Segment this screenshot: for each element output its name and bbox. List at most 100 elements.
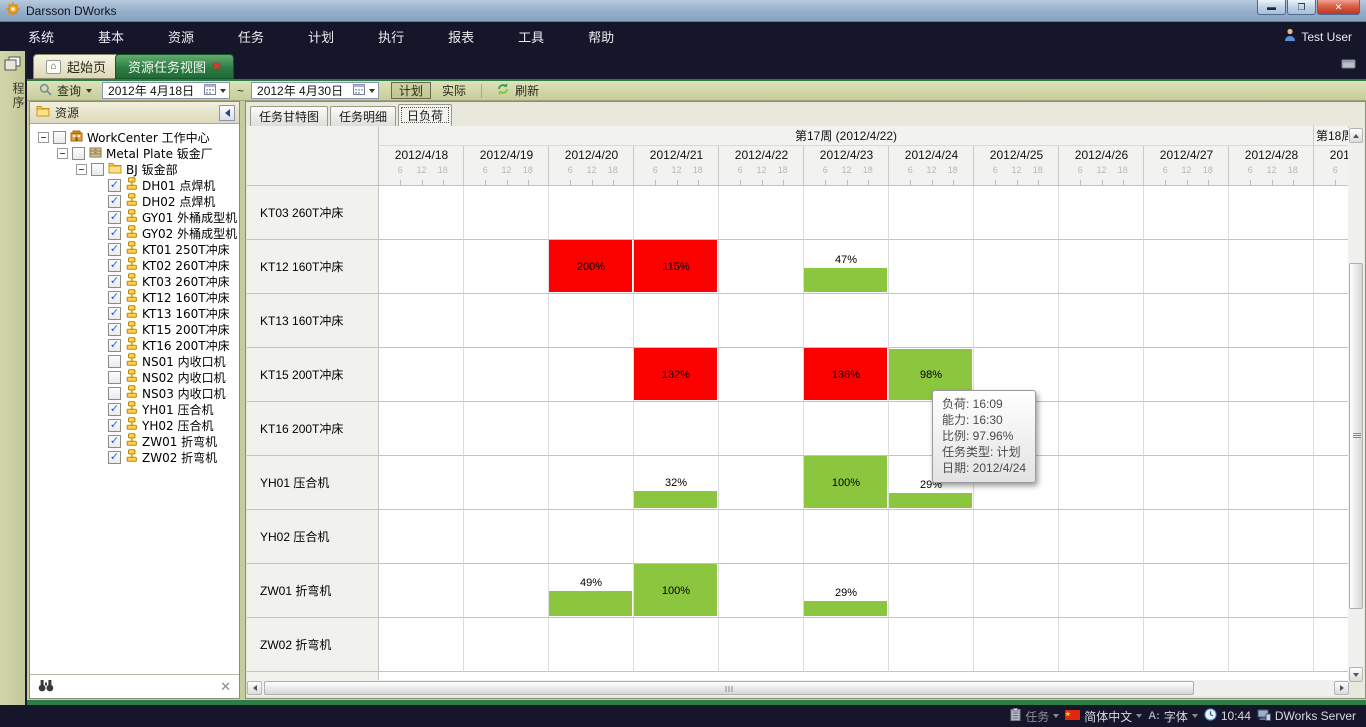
tree-item[interactable]: ✓ YH01 压合机: [30, 401, 239, 417]
load-cell[interactable]: [634, 402, 719, 456]
menu-item-8[interactable]: 工具: [518, 30, 545, 45]
tree-item[interactable]: NS02 内收口机: [30, 369, 239, 385]
checkbox[interactable]: ✓: [108, 178, 121, 192]
load-cell[interactable]: [719, 618, 804, 672]
load-bar[interactable]: [804, 268, 887, 292]
collapse-panel-button[interactable]: [219, 104, 235, 121]
load-cell[interactable]: [1229, 618, 1314, 672]
load-cell[interactable]: [1144, 618, 1229, 672]
load-bar[interactable]: [634, 348, 717, 400]
scroll-left-button[interactable]: [247, 681, 262, 695]
checkbox[interactable]: [108, 386, 121, 400]
load-cell[interactable]: [634, 510, 719, 564]
checkbox[interactable]: [53, 130, 66, 144]
user-box[interactable]: Test User: [1284, 22, 1352, 51]
checkbox[interactable]: ✓: [108, 242, 121, 256]
view-tab-3[interactable]: 日负荷: [398, 104, 453, 126]
close-button[interactable]: ✕: [1317, 0, 1360, 15]
load-cell[interactable]: [974, 618, 1059, 672]
tree-item[interactable]: ✓ KT15 200T冲床: [30, 321, 239, 337]
load-cell[interactable]: [974, 564, 1059, 618]
checkbox[interactable]: ✓: [108, 290, 121, 304]
load-cell[interactable]: [1059, 186, 1144, 240]
status-task-selector[interactable]: 任务: [1010, 708, 1060, 725]
tree-item[interactable]: NS01 内收口机: [30, 353, 239, 369]
status-language-selector[interactable]: 简体中文: [1065, 708, 1143, 725]
load-cell[interactable]: [379, 186, 464, 240]
date-from-picker[interactable]: 2012年 4月18日: [102, 82, 231, 99]
load-cell[interactable]: [1229, 186, 1314, 240]
checkbox[interactable]: ✓: [108, 450, 121, 464]
clear-filter-icon[interactable]: ✕: [220, 678, 231, 694]
load-cell[interactable]: 98%: [889, 348, 974, 402]
load-cell[interactable]: [379, 402, 464, 456]
load-cell[interactable]: [1059, 456, 1144, 510]
menu-item-7[interactable]: 报表: [448, 30, 475, 45]
load-cell[interactable]: [549, 186, 634, 240]
load-cell[interactable]: [1229, 348, 1314, 402]
tree-item[interactable]: ✓ KT13 160T冲床: [30, 305, 239, 321]
load-cell[interactable]: [1144, 240, 1229, 294]
tree-item[interactable]: ✓ ZW02 折弯机: [30, 449, 239, 465]
tree-item[interactable]: ✓ ZW01 折弯机: [30, 433, 239, 449]
load-cell[interactable]: [464, 186, 549, 240]
load-cell[interactable]: [1144, 186, 1229, 240]
tree-item[interactable]: ✓ KT12 160T冲床: [30, 289, 239, 305]
load-cell[interactable]: [974, 186, 1059, 240]
load-cell[interactable]: [549, 456, 634, 510]
checkbox[interactable]: ✓: [108, 258, 121, 272]
load-cell[interactable]: [889, 240, 974, 294]
load-cell[interactable]: [719, 348, 804, 402]
load-cell[interactable]: [889, 510, 974, 564]
load-cell[interactable]: [464, 618, 549, 672]
tree-item[interactable]: ✓ DH02 点焊机: [30, 193, 239, 209]
load-cell[interactable]: [464, 240, 549, 294]
load-cell[interactable]: [804, 618, 889, 672]
tree-item[interactable]: ✓ DH01 点焊机: [30, 177, 239, 193]
load-cell[interactable]: 100%: [804, 456, 889, 510]
load-cell[interactable]: [719, 402, 804, 456]
load-cell[interactable]: [1144, 402, 1229, 456]
load-cell[interactable]: [1144, 564, 1229, 618]
load-cell[interactable]: [889, 564, 974, 618]
tree-item[interactable]: NS03 内收口机: [30, 385, 239, 401]
load-cell[interactable]: [1144, 510, 1229, 564]
load-cell[interactable]: [1314, 564, 1349, 618]
checkbox[interactable]: ✓: [108, 194, 121, 208]
load-cell[interactable]: [1314, 294, 1349, 348]
load-cell[interactable]: [1059, 240, 1144, 294]
load-cell[interactable]: [549, 510, 634, 564]
scroll-up-button[interactable]: [1349, 128, 1363, 143]
load-cell[interactable]: [1229, 294, 1314, 348]
checkbox[interactable]: ✓: [108, 434, 121, 448]
load-bar[interactable]: [634, 491, 717, 508]
load-cell[interactable]: [464, 402, 549, 456]
restore-button[interactable]: ❐: [1287, 0, 1316, 15]
refresh-button[interactable]: 刷新: [490, 82, 545, 100]
scroll-down-button[interactable]: [1349, 667, 1363, 682]
vertical-scrollbar[interactable]: [1348, 128, 1364, 682]
load-cell[interactable]: 136%: [804, 348, 889, 402]
load-cell[interactable]: 29%: [804, 564, 889, 618]
view-tab-2[interactable]: 任务明细: [330, 106, 397, 126]
checkbox[interactable]: [108, 370, 121, 384]
load-bar[interactable]: [634, 240, 717, 292]
load-cell[interactable]: [464, 564, 549, 618]
load-cell[interactable]: 132%: [634, 348, 719, 402]
load-cell[interactable]: [549, 618, 634, 672]
tree-item[interactable]: ✓ YH02 压合机: [30, 417, 239, 433]
tree-item[interactable]: ✓ GY02 外桶成型机: [30, 225, 239, 241]
load-cell[interactable]: [1059, 402, 1144, 456]
load-bar[interactable]: [889, 493, 972, 508]
load-cell[interactable]: [974, 240, 1059, 294]
load-cell[interactable]: [379, 510, 464, 564]
load-cell[interactable]: [719, 510, 804, 564]
plan-toggle-button[interactable]: 计划: [391, 82, 432, 99]
load-cell[interactable]: [1229, 456, 1314, 510]
minimize-button[interactable]: ▬: [1257, 0, 1286, 15]
tree-item[interactable]: ✓ KT01 250T冲床: [30, 241, 239, 257]
load-cell[interactable]: [889, 618, 974, 672]
load-cell[interactable]: [804, 510, 889, 564]
load-cell[interactable]: [1059, 294, 1144, 348]
tab-close-icon[interactable]: ✖: [212, 61, 222, 73]
